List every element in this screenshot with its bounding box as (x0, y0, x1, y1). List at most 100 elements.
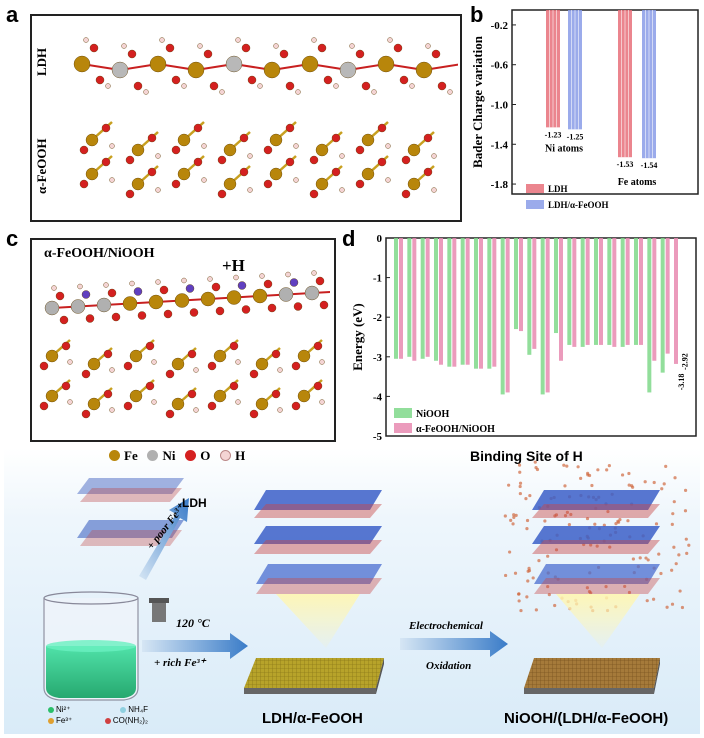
h-atom (155, 279, 161, 285)
bar-d (527, 238, 532, 355)
h-atom (143, 89, 149, 95)
legend-label-b: LDH (548, 184, 568, 194)
o-atom (431, 49, 441, 59)
h-cloud-atom (547, 593, 551, 597)
legend-fe3: Fe³⁺ (48, 715, 72, 726)
fe-atom (171, 357, 185, 371)
h-cloud-atom (590, 483, 594, 488)
panel-c-frame: α-FeOOH/NiOOH +H (30, 238, 336, 442)
h-cloud-atom (528, 493, 532, 498)
fe-atom (177, 133, 191, 147)
o-atom (291, 361, 301, 371)
h-cloud-atom (507, 483, 511, 487)
h-cloud-atom (606, 509, 610, 514)
h-atom (273, 43, 279, 49)
fe-atom (255, 357, 269, 371)
o-atom (285, 123, 295, 133)
o-dot-icon (185, 450, 197, 461)
o-atom (185, 284, 195, 293)
o-atom (313, 341, 323, 351)
o-atom (355, 145, 365, 155)
h-atom (387, 37, 393, 43)
h-cloud-atom (569, 512, 573, 517)
h-atom (235, 359, 241, 365)
o-atom (399, 75, 409, 85)
o-atom (193, 123, 203, 133)
fe-dot-icon (109, 450, 120, 461)
o-atom (103, 349, 113, 359)
fe-atom (177, 167, 191, 181)
o-atom (127, 49, 137, 59)
legend-label-d: NiOOH (416, 409, 450, 420)
h-cloud-atom (684, 537, 688, 541)
niooh-atom (44, 300, 60, 316)
o-atom (217, 155, 227, 165)
h-cloud-atom (645, 599, 649, 603)
h-cloud-atom (534, 466, 538, 470)
fe-atom (213, 389, 227, 403)
h-cloud-atom (518, 470, 522, 474)
data-label-b: -1.54 (641, 161, 658, 170)
bar-d (567, 238, 572, 345)
h-atom (103, 282, 109, 288)
h-cloud-atom (672, 500, 676, 504)
binding-site-title: Binding Site of H (470, 448, 583, 464)
y-tick-label-b: -1.4 (491, 139, 509, 151)
h-cloud-atom (546, 554, 550, 558)
y-tick-label-b: -1.8 (491, 179, 509, 191)
h-atom (425, 43, 431, 49)
h-cloud-atom (631, 557, 635, 561)
o-atom (55, 291, 65, 301)
h-atom (151, 399, 157, 405)
legend-o: O (185, 448, 210, 463)
fe-atom (171, 397, 185, 411)
ldh-atom (225, 55, 243, 73)
o-atom (309, 189, 319, 199)
h-cloud-atom (587, 589, 592, 594)
o-atom (239, 133, 249, 143)
fe-atom (45, 349, 59, 363)
niooh-atom (96, 297, 112, 313)
o-atom (377, 157, 387, 167)
bar-d (559, 238, 563, 361)
fe-atom (87, 357, 101, 371)
h-cloud-atom (657, 552, 661, 556)
o-atom (215, 306, 225, 316)
niooh-atom (70, 299, 86, 314)
energy-chart: 0 -1 -2 -3 -4 -5 Energy (eV) -3.18 -2.92 NiOOH α-F… (350, 233, 697, 442)
o-atom (291, 401, 301, 411)
h-cloud-atom (604, 585, 608, 589)
y-tick-label-d: -2 (373, 312, 383, 324)
h-cloud-atom (644, 556, 648, 560)
o-atom (249, 409, 259, 419)
h-cloud-atom (665, 605, 669, 609)
fe-atom (297, 389, 311, 403)
o-atom (279, 49, 289, 59)
h-atom (109, 407, 115, 413)
bar-d (639, 238, 643, 345)
h-atom (197, 43, 203, 49)
h-atom (409, 83, 415, 89)
legend-ni2: Ni²⁺ (48, 704, 70, 715)
h-cloud-atom (626, 519, 630, 523)
h-cloud-atom (524, 496, 528, 501)
substrate-niooh (524, 658, 660, 694)
h-cloud-atom (643, 480, 647, 484)
h-atom (371, 89, 377, 95)
legend-ni: Ni (147, 448, 175, 463)
o-atom (107, 288, 117, 298)
h-cloud-atom (652, 480, 656, 485)
electrochemical-label: Electrochemical (409, 620, 483, 632)
o-atom (239, 167, 249, 177)
h-atom (201, 143, 207, 149)
scheme-graphics (43, 460, 691, 701)
h-atom (155, 187, 161, 193)
arrow-to-ldh (139, 498, 189, 580)
o-atom (229, 341, 239, 351)
h-cloud-atom (685, 551, 689, 555)
o-atom (203, 49, 213, 59)
plus-h-annotation: +H (222, 256, 245, 275)
o-atom (133, 81, 143, 91)
o-atom (61, 341, 71, 351)
h-atom (247, 153, 253, 159)
